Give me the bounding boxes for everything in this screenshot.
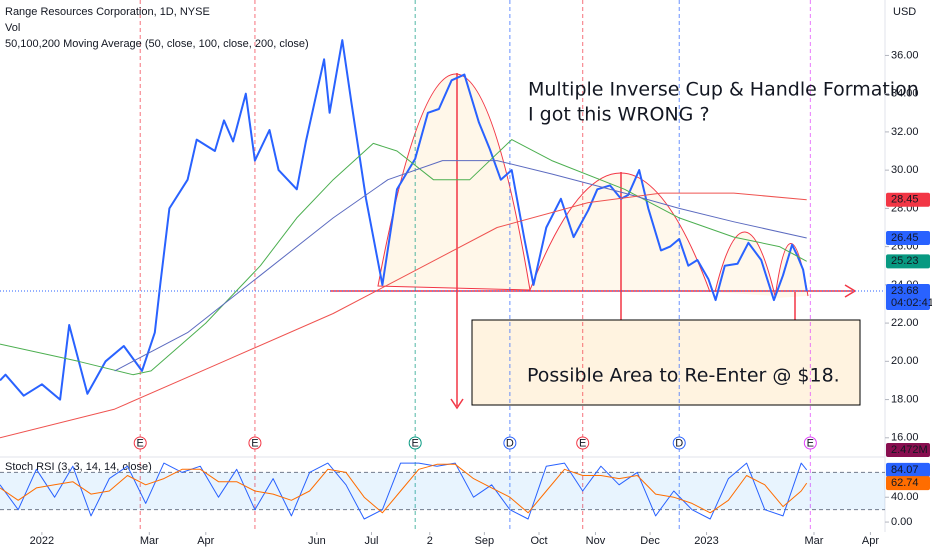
price-badge bbox=[886, 462, 930, 477]
y-tick-label: 22.00 bbox=[891, 317, 919, 329]
event-label: E bbox=[251, 437, 258, 449]
price-badge bbox=[886, 254, 930, 269]
event-marker bbox=[248, 436, 262, 450]
y-tick-label: 32.00 bbox=[891, 126, 919, 138]
event-label: E bbox=[579, 437, 586, 449]
arrow-head bbox=[450, 398, 464, 410]
y-tick-label: 18.00 bbox=[891, 393, 919, 405]
x-tick-label: Mar bbox=[805, 535, 824, 547]
series-line bbox=[0, 192, 807, 439]
x-tick-label: Nov bbox=[586, 535, 606, 547]
y-tick-label: 34.00 bbox=[891, 88, 919, 100]
y-tick-label: 36.00 bbox=[891, 49, 919, 61]
indicator-label: Vol bbox=[5, 22, 20, 34]
event-label: E bbox=[807, 437, 814, 449]
badge-label: 84.07 bbox=[891, 464, 919, 476]
annotation: Possible Area to Re-Enter @ $18. bbox=[527, 365, 840, 387]
indicator-label: 50,100,200 Moving Average (50, close, 10… bbox=[5, 38, 309, 50]
event-marker bbox=[503, 436, 517, 450]
series-line bbox=[0, 39, 808, 401]
series-line bbox=[0, 463, 808, 514]
currency: USD bbox=[893, 6, 916, 18]
y-tick-label: 16.00 bbox=[891, 432, 919, 444]
x-tick-label: Oct bbox=[530, 535, 547, 547]
band-fill bbox=[0, 472, 885, 510]
event-marker bbox=[133, 436, 147, 450]
series-line bbox=[114, 160, 807, 372]
annotation: I got this WRONG ? bbox=[528, 104, 710, 126]
price-badge bbox=[886, 476, 930, 491]
annotation: Multiple Inverse Cup & Handle Formation bbox=[528, 79, 919, 101]
price-badge bbox=[886, 283, 930, 310]
badge-label: 26.45 bbox=[891, 232, 919, 244]
cup-arc bbox=[377, 73, 531, 291]
x-tick-label: Apr bbox=[862, 535, 879, 547]
x-tick-label: Mar bbox=[140, 535, 159, 547]
chart-title: Range Resources Corporation, 1D, NYSE bbox=[5, 6, 210, 18]
x-tick-label: Apr bbox=[197, 535, 214, 547]
x-tick-label: 2022 bbox=[30, 535, 54, 547]
x-tick-label: Sep bbox=[475, 535, 495, 547]
event-label: E bbox=[137, 437, 144, 449]
re-entry-box bbox=[471, 319, 861, 406]
x-tick-label: 2 bbox=[427, 535, 433, 547]
x-tick-label: 2023 bbox=[694, 535, 718, 547]
price-badge bbox=[886, 231, 930, 246]
y-tick-label: 20.00 bbox=[891, 355, 919, 367]
event-marker bbox=[672, 436, 686, 450]
x-tick-label: Jul bbox=[364, 535, 378, 547]
badge-label: 2.472M bbox=[891, 444, 928, 456]
price-badge bbox=[886, 443, 930, 457]
stoch-title: Stoch RSI (3, 3, 14, 14, close) bbox=[5, 461, 152, 473]
countdown: 04:02:41 bbox=[891, 297, 932, 309]
x-tick-label: Dec bbox=[640, 535, 660, 547]
event-label: D bbox=[675, 437, 683, 449]
y-tick-label: 0.00 bbox=[891, 516, 912, 528]
series-line bbox=[0, 139, 807, 376]
cup-arc bbox=[714, 231, 776, 297]
y-tick-label: 40.00 bbox=[891, 491, 919, 503]
event-marker bbox=[408, 436, 422, 450]
badge-label: 25.23 bbox=[891, 255, 919, 267]
event-label: D bbox=[506, 437, 514, 449]
event-label: E bbox=[412, 437, 419, 449]
badge-label: 62.74 bbox=[891, 477, 919, 489]
y-tick-label: 30.00 bbox=[891, 164, 919, 176]
badge-label: 28.45 bbox=[891, 194, 919, 206]
event-marker bbox=[576, 436, 590, 450]
x-tick-label: Jun bbox=[308, 535, 326, 547]
badge-label: 23.68 bbox=[891, 285, 919, 297]
price-badge bbox=[886, 192, 930, 207]
event-marker bbox=[803, 436, 817, 450]
